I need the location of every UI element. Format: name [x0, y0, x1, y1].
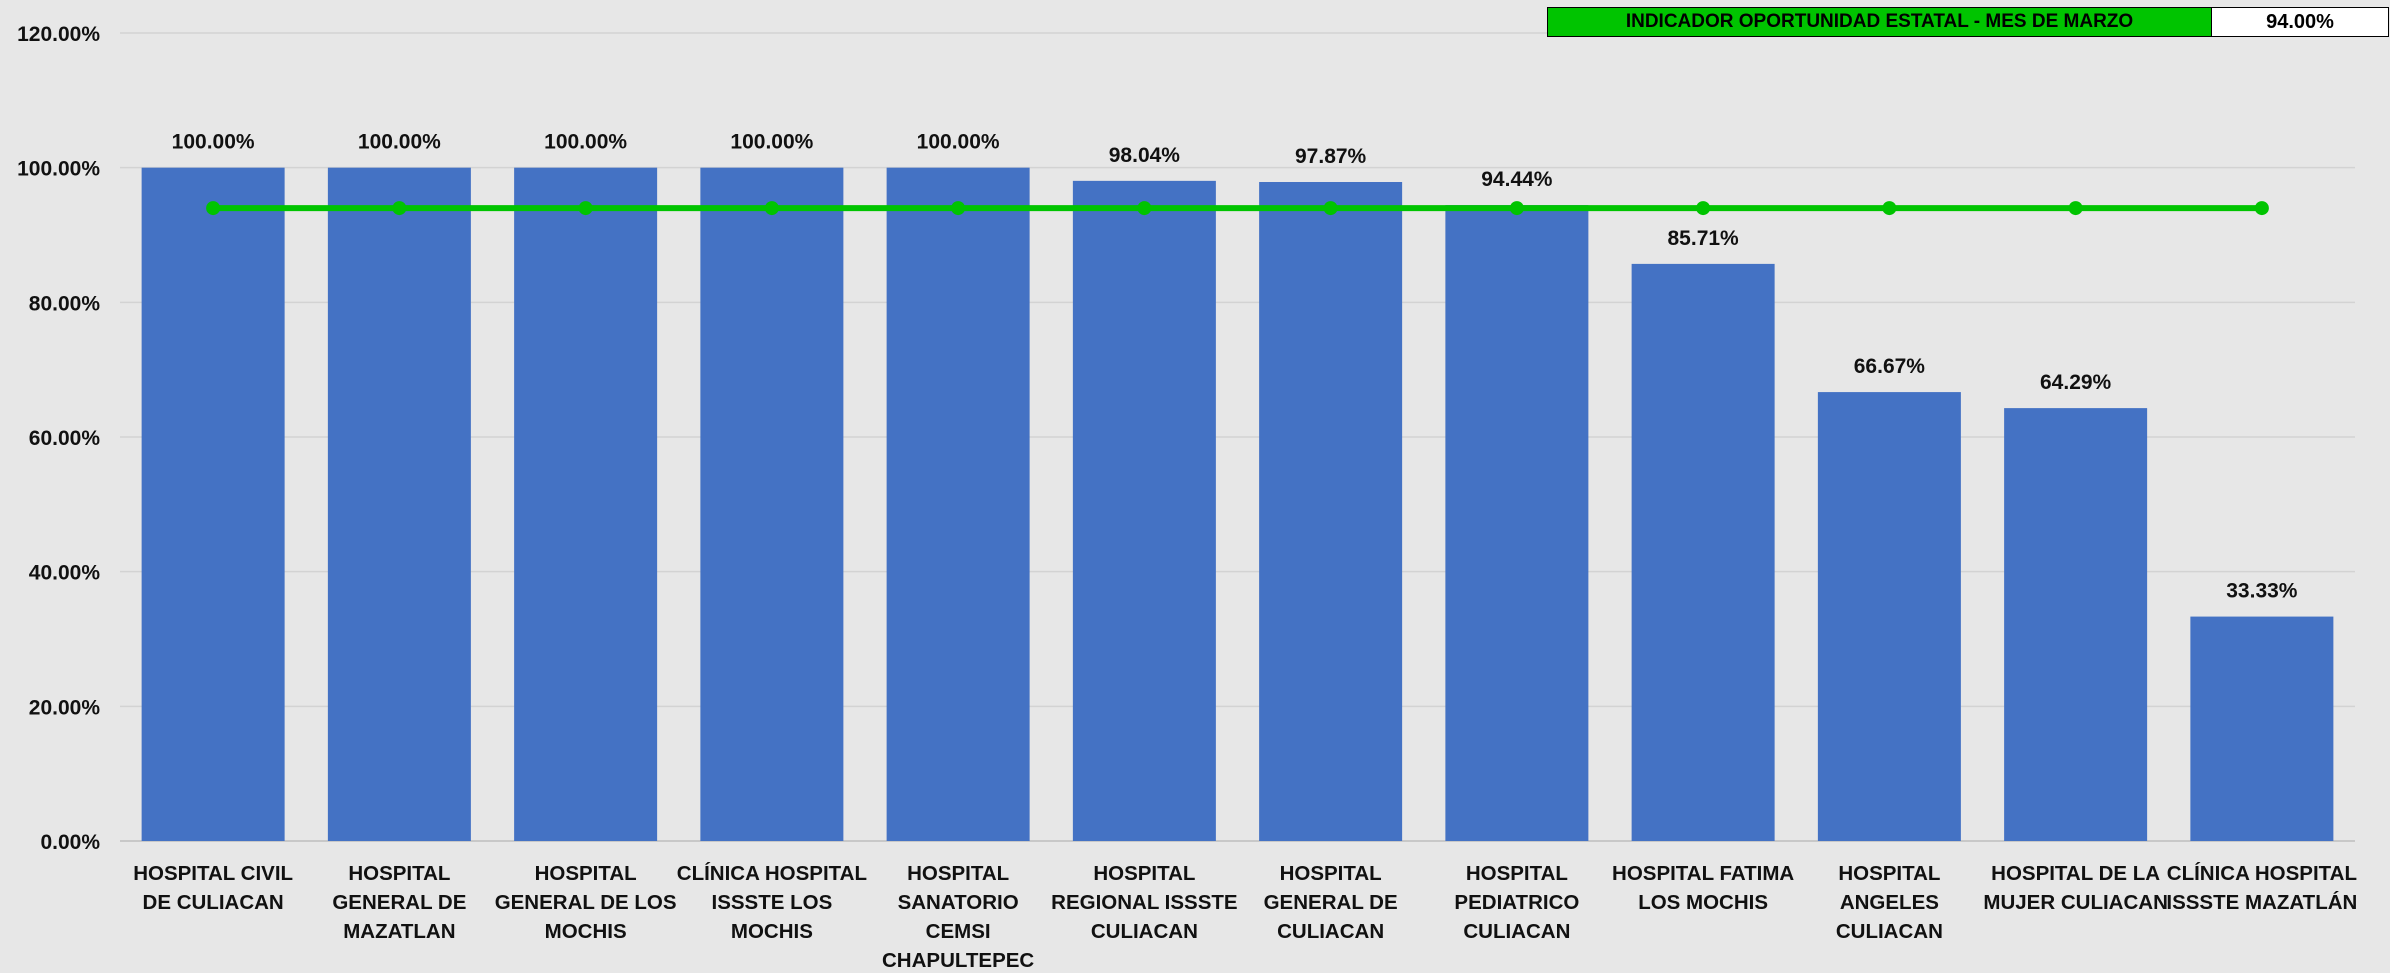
legend-value: 94.00%	[2212, 8, 2388, 36]
legend-label: INDICADOR OPORTUNIDAD ESTATAL - MES DE M…	[1548, 8, 2212, 36]
data-label: 100.00%	[917, 131, 1000, 154]
bar	[141, 167, 285, 841]
category-label: CLÍNICA HOSPITAL ISSSTE MAZATLÁN	[2166, 862, 2357, 914]
y-tick-label: 60.00%	[29, 427, 101, 450]
reference-marker	[578, 201, 593, 216]
bar	[886, 167, 1030, 841]
bar	[1445, 205, 1589, 841]
bar	[2190, 616, 2334, 841]
category-label: HOSPITAL DE LA MUJER CULIACAN	[1983, 862, 2168, 914]
reference-marker	[1509, 201, 1524, 216]
y-tick-label: 100.00%	[17, 158, 100, 181]
data-label: 64.29%	[2040, 371, 2112, 394]
reference-marker	[392, 201, 407, 216]
data-label: 97.87%	[1295, 145, 1367, 168]
category-label: HOSPITAL SANATORIO CEMSI CHAPULTEPEC	[882, 862, 1034, 972]
bar	[700, 167, 844, 841]
reference-marker	[2068, 201, 2083, 216]
bar	[1259, 182, 1403, 841]
bar	[1072, 180, 1216, 841]
data-label: 94.44%	[1481, 168, 1553, 191]
data-label: 100.00%	[172, 131, 255, 154]
reference-marker	[1696, 201, 1711, 216]
reference-marker	[1137, 201, 1152, 216]
data-label: 85.71%	[1668, 227, 1740, 250]
category-label: HOSPITAL FATIMA LOS MOCHIS	[1612, 862, 1794, 914]
bar	[327, 167, 471, 841]
category-label: HOSPITAL ANGELES CULIACAN	[1836, 862, 1943, 943]
data-label: 100.00%	[730, 131, 813, 154]
data-label: 100.00%	[544, 131, 627, 154]
y-tick-label: 40.00%	[29, 562, 101, 585]
legend: INDICADOR OPORTUNIDAD ESTATAL - MES DE M…	[1547, 7, 2389, 37]
category-label: HOSPITAL REGIONAL ISSSTE CULIACAN	[1051, 862, 1237, 943]
reference-marker	[764, 201, 779, 216]
bar	[514, 167, 658, 841]
category-label: CLÍNICA HOSPITAL ISSSTE LOS MOCHIS	[677, 862, 867, 943]
reference-marker	[2254, 201, 2269, 216]
reference-marker	[1323, 201, 1338, 216]
category-label: HOSPITAL PEDIATRICO CULIACAN	[1454, 862, 1579, 943]
data-label: 33.33%	[2226, 580, 2298, 603]
y-tick-label: 80.00%	[29, 292, 101, 315]
data-label: 98.04%	[1109, 144, 1181, 167]
data-label: 66.67%	[1854, 355, 1926, 378]
bar	[1631, 263, 1775, 841]
category-label: HOSPITAL GENERAL DE MAZATLAN	[332, 862, 466, 943]
y-tick-label: 20.00%	[29, 696, 101, 719]
reference-marker	[951, 201, 966, 216]
category-label: HOSPITAL GENERAL DE CULIACAN	[1264, 862, 1398, 943]
reference-marker	[206, 201, 221, 216]
bar	[2004, 408, 2148, 841]
y-tick-label: 0.00%	[40, 831, 100, 854]
category-label: HOSPITAL GENERAL DE LOS MOCHIS	[495, 862, 677, 943]
y-tick-label: 120.00%	[17, 23, 100, 46]
bar	[1817, 392, 1961, 841]
data-label: 100.00%	[358, 131, 441, 154]
category-label: HOSPITAL CIVIL DE CULIACAN	[133, 862, 293, 914]
reference-marker	[1882, 201, 1897, 216]
